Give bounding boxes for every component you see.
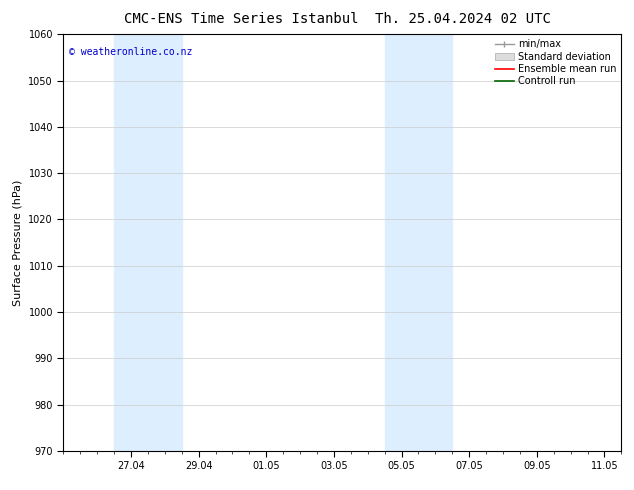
Text: © weatheronline.co.nz: © weatheronline.co.nz [69,47,192,57]
Text: Th. 25.04.2024 02 UTC: Th. 25.04.2024 02 UTC [375,12,551,26]
Bar [114,34,182,451]
Bar [385,34,452,451]
Legend: min/max, Standard deviation, Ensemble mean run, Controll run: min/max, Standard deviation, Ensemble me… [493,37,618,88]
Text: CMC-ENS Time Series Istanbul: CMC-ENS Time Series Istanbul [124,12,358,26]
Y-axis label: Surface Pressure (hPa): Surface Pressure (hPa) [13,179,23,306]
